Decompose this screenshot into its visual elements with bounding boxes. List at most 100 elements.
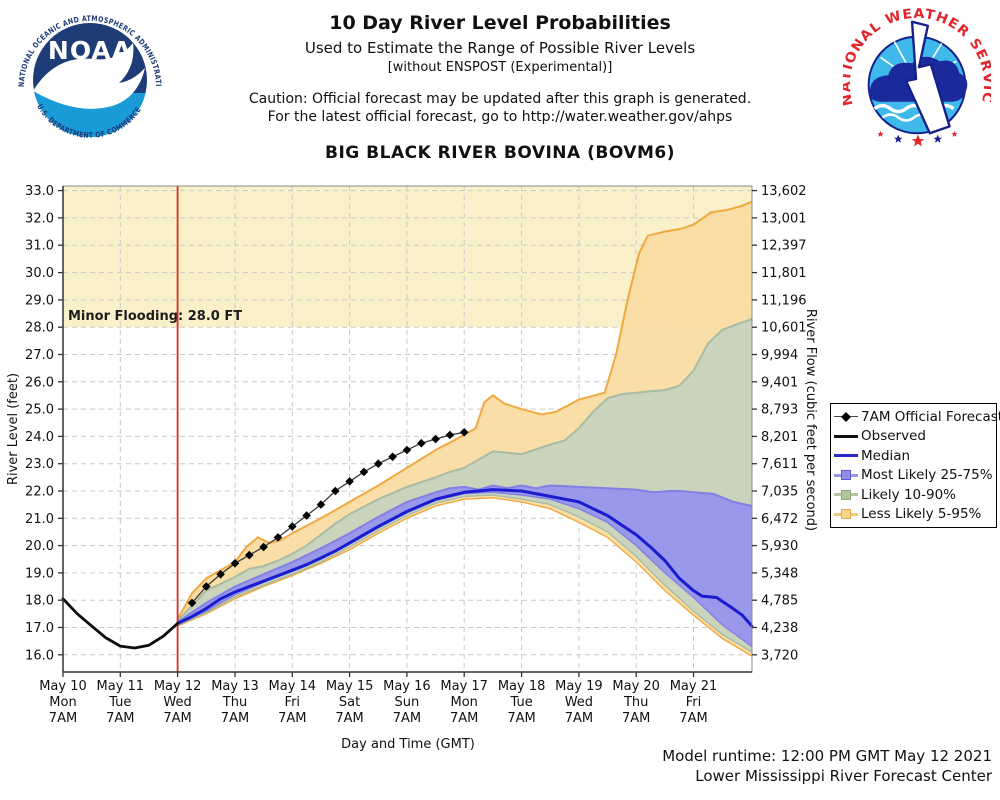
caution-line-1: Caution: Official forecast may be update… xyxy=(248,91,752,107)
x-label-time: 7AM xyxy=(335,711,363,726)
band-upper-edge xyxy=(176,318,753,622)
x-label-dow: Sun xyxy=(395,695,420,710)
right-tick-label: 5,930 xyxy=(761,539,798,554)
band-upper-edge xyxy=(176,200,753,620)
left-tick-label: 26.0 xyxy=(25,375,54,390)
x-label-date: May 15 xyxy=(326,679,374,694)
page-subtitle: Used to Estimate the Range of Possible R… xyxy=(304,39,696,57)
x-label-time: 7AM xyxy=(679,711,707,726)
x-label-dow: Wed xyxy=(565,695,593,710)
forecast-diamond-marker xyxy=(402,445,412,455)
band-upper-edge xyxy=(177,484,753,623)
x-label-date: May 20 xyxy=(612,679,660,694)
forecast-diamond-marker xyxy=(445,430,455,440)
forecast-diamond-marker xyxy=(302,511,311,520)
legend-item: 7AM Official Forecast xyxy=(834,407,1000,427)
legend-item-label: Less Likely 5-95% xyxy=(861,506,982,523)
x-label-dow: Wed xyxy=(163,695,191,710)
nws-logo: NATIONAL WEATHER SERVICE xyxy=(843,6,991,147)
left-tick-label: 22.0 xyxy=(25,485,54,500)
x-label-time: 7AM xyxy=(507,711,535,726)
legend-swatch-icon xyxy=(834,429,858,443)
legend-item: Median xyxy=(834,446,996,466)
page-title: 10 Day River Level Probabilities xyxy=(329,12,671,34)
forecast-diamond-marker xyxy=(431,434,440,444)
right-tick-label: 3,720 xyxy=(761,648,798,663)
x-label-dow: Mon xyxy=(450,695,477,710)
station-title: BIG BLACK RIVER BOVINA (BOVM6) xyxy=(325,143,675,163)
chart-legend: 7AM Official Forecast Observed Median Most… xyxy=(830,403,1000,528)
x-label-date: May 12 xyxy=(154,679,202,694)
legend-item-label: Most Likely 25-75% xyxy=(861,467,993,484)
forecast-diamond-marker xyxy=(273,533,283,542)
noaa-seagull-icon xyxy=(33,43,145,109)
right-tick-label: 13,001 xyxy=(761,211,807,226)
forecast-diamond-marker xyxy=(230,559,240,568)
right-tick-label: 12,397 xyxy=(761,239,807,254)
legend-swatch-icon xyxy=(834,468,858,482)
left-tick-label: 29.0 xyxy=(25,293,54,308)
x-axis-title: Day and Time (GMT) xyxy=(341,737,475,752)
x-label-dow: Fri xyxy=(686,695,702,710)
right-tick-label: 8,793 xyxy=(761,403,798,418)
legend-item-label: 7AM Official Forecast xyxy=(861,408,1000,425)
model-runtime: Model runtime: 12:00 PM GMT May 12 2021 xyxy=(662,747,992,765)
line-Median xyxy=(176,488,754,628)
x-label-date: May 16 xyxy=(383,679,431,694)
left-tick-label: 32.0 xyxy=(25,211,54,226)
legend-item-label: Median xyxy=(861,447,911,464)
x-label-time: 7AM xyxy=(393,711,421,726)
right-tick-label: 4,238 xyxy=(761,621,798,636)
left-tick-label: 23.0 xyxy=(25,457,54,472)
x-label-date: May 14 xyxy=(269,679,317,694)
band-lower-edge xyxy=(177,494,753,653)
x-label-time: 7AM xyxy=(622,711,650,726)
x-label-time: 7AM xyxy=(106,711,134,726)
nws-lightning-icon xyxy=(904,20,951,135)
x-label-dow: Thu xyxy=(222,695,247,710)
x-label-time: 7AM xyxy=(450,711,478,726)
x-label-date: May 18 xyxy=(498,679,546,694)
noaa-acronym: NOAA xyxy=(48,36,132,65)
legend-item: Observed xyxy=(834,427,996,447)
right-tick-label: 7,611 xyxy=(761,457,798,472)
forecast-diamond-marker xyxy=(259,542,268,552)
right-tick-label: 11,196 xyxy=(761,293,807,308)
right-tick-label: 9,401 xyxy=(761,375,798,390)
page-subtitle-2: [without ENSPOST (Experimental)] xyxy=(387,60,613,75)
legend-item: Most Likely 25-75% xyxy=(834,466,996,486)
legend-item: Less Likely 5-95% xyxy=(834,505,996,525)
x-label-time: 7AM xyxy=(49,711,77,726)
left-tick-label: 31.0 xyxy=(25,239,54,254)
noaa-logo: NOAA NATIONAL OCEANIC AND ATMOSPHERIC AD… xyxy=(15,5,163,140)
x-label-dow: Fri xyxy=(285,695,301,710)
right-tick-label: 5,348 xyxy=(761,566,798,581)
right-tick-label: 7,035 xyxy=(761,485,798,500)
left-tick-label: 21.0 xyxy=(25,512,54,527)
x-label-date: May 10 xyxy=(39,679,87,694)
right-tick-label: 10,601 xyxy=(761,321,807,336)
right-tick-label: 4,785 xyxy=(761,594,798,609)
x-label-date: May 19 xyxy=(555,679,603,694)
left-tick-label: 25.0 xyxy=(25,403,54,418)
legend-item-label: Observed xyxy=(861,428,926,445)
left-tick-label: 24.0 xyxy=(25,430,54,445)
right-tick-label: 9,994 xyxy=(761,348,798,363)
forecast-diamond-marker xyxy=(245,550,254,560)
x-label-dow: Sat xyxy=(339,695,360,710)
band-lower-edge xyxy=(177,497,753,657)
forecast-diamond-marker xyxy=(359,467,369,477)
forecast-diamond-marker xyxy=(374,459,383,468)
y-axis-title-right: River Flow (cubic feet per second) xyxy=(803,309,818,531)
legend-swatch-icon xyxy=(834,410,858,424)
left-tick-label: 18.0 xyxy=(25,594,54,609)
flood-label: Minor Flooding: 28.0 FT xyxy=(68,309,242,324)
right-tick-label: 11,801 xyxy=(761,266,807,281)
left-tick-label: 28.0 xyxy=(25,321,54,336)
forecast-diamond-marker xyxy=(187,598,197,608)
band-Most Likely 25-75% xyxy=(177,485,753,647)
line-Observed xyxy=(61,597,180,650)
x-label-date: May 13 xyxy=(211,679,259,694)
